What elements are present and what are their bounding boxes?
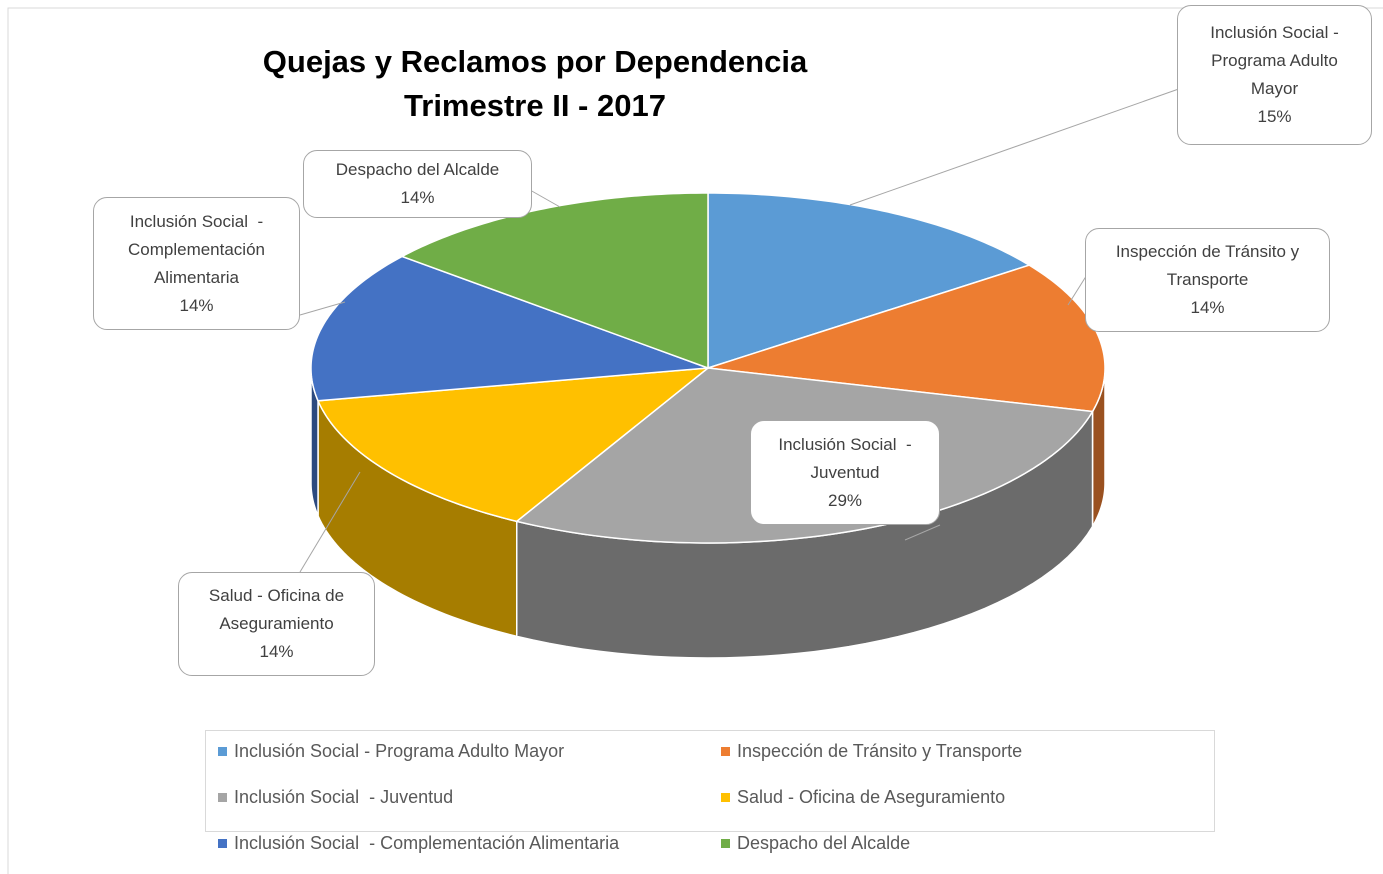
- legend-label: Salud - Oficina de Aseguramiento: [737, 787, 1006, 807]
- legend: Inclusión Social - Programa Adulto Mayor…: [205, 730, 1215, 853]
- slice: [316, 367, 711, 523]
- chart-border: [7, 7, 1383, 874]
- leader-line: [849, 84, 1191, 206]
- data-label-value: 14%: [179, 295, 214, 315]
- legend-label: Inclusión Social - Programa Adulto Mayor: [234, 741, 565, 761]
- legend-label: Inclusión Social - Complementación Alime…: [234, 833, 620, 853]
- legend-item: Inclusión Social - Complementación Alime…: [218, 833, 619, 854]
- slice: [707, 192, 1031, 370]
- data-label-name: Inclusión Social - Programa Adulto Mayor: [1210, 23, 1344, 98]
- data-label-value: 14%: [400, 188, 435, 207]
- data-label-value: 14%: [1190, 298, 1225, 317]
- legend-item: Salud - Oficina de Aseguramiento: [721, 787, 1005, 808]
- data-label-name: Salud - Oficina de Aseguramiento: [208, 586, 348, 633]
- data-label: Despacho del Alcalde 14%: [303, 150, 532, 218]
- data-label-name: Inclusión Social - Juventud: [778, 434, 917, 482]
- leader-line: [299, 471, 361, 573]
- data-label: Inspección de Tránsito y Transporte 14%: [1085, 228, 1330, 332]
- slice: [707, 264, 1106, 413]
- data-label-name: Inclusión Social - Complementación Alime…: [127, 211, 269, 287]
- data-label-value: 29%: [827, 490, 863, 510]
- legend-label: Inspección de Tránsito y Transporte: [737, 741, 1023, 761]
- data-label-name: Despacho del Alcalde: [335, 160, 500, 179]
- slice: [400, 192, 709, 370]
- data-label: Salud - Oficina de Aseguramiento 14%: [178, 572, 375, 676]
- data-label: Inclusión Social - Juventud 29%: [750, 420, 940, 525]
- data-label-name: Inspección de Tránsito y Transporte: [1115, 242, 1304, 289]
- legend-item: Inclusión Social - Programa Adulto Mayor: [218, 741, 564, 762]
- data-label: Inclusión Social - Complementación Alime…: [93, 197, 300, 330]
- leader-line: [529, 189, 561, 208]
- data-label-value: 15%: [1257, 107, 1292, 126]
- chart-title: Quejas y Reclamos por Dependencia Trimes…: [262, 44, 808, 123]
- legend-swatch: [721, 793, 730, 802]
- data-label: Inclusión Social - Programa Adulto Mayor…: [1177, 5, 1372, 145]
- legend-label: Inclusión Social - Juventud: [234, 787, 454, 807]
- legend-item: Inclusión Social - Juventud: [218, 787, 453, 808]
- leader-line: [299, 301, 346, 316]
- leader-line: [904, 524, 941, 541]
- legend-swatch: [218, 747, 227, 756]
- legend-item: Despacho del Alcalde: [721, 833, 910, 854]
- slice: [310, 255, 709, 402]
- legend-swatch: [721, 747, 730, 756]
- legend-swatch: [218, 839, 227, 848]
- legend-swatch: [218, 793, 227, 802]
- legend-label: Despacho del Alcalde: [737, 833, 911, 853]
- legend-swatch: [721, 839, 730, 848]
- data-label-value: 14%: [259, 642, 294, 661]
- legend-item: Inspección de Tránsito y Transporte: [721, 741, 1022, 762]
